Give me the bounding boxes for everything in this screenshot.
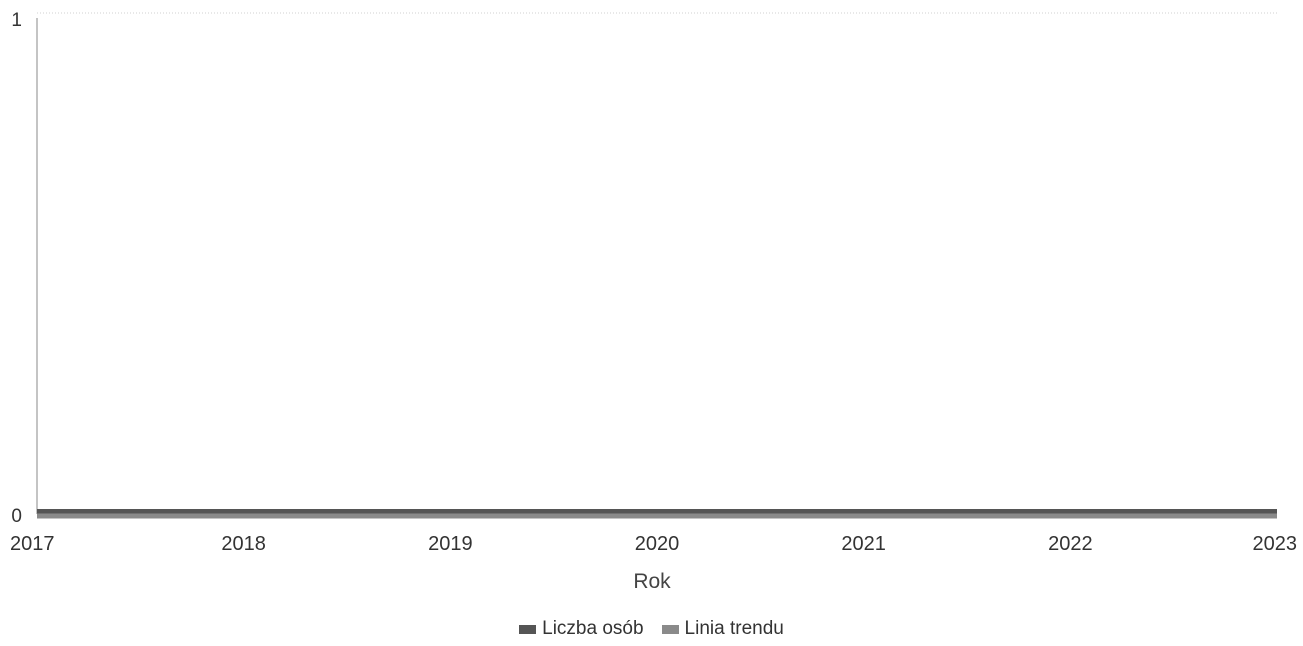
x-tick-label: 2017 [10,533,55,555]
axes [37,13,1277,514]
legend-label-linia-trendu: Linia trendu [685,618,784,640]
x-tick-label: 2023 [1253,533,1298,555]
x-tick-label: 2022 [1048,533,1093,555]
ticks: 0 1 2017 2018 2019 2020 2021 2022 2023 [10,10,1297,555]
x-tick-label: 2018 [221,533,266,555]
legend-item-liczba-osob[interactable]: Liczba osób [519,618,643,640]
x-tick-label: 2019 [428,533,473,555]
y-tick-label: 0 [11,506,22,527]
legend-swatch-liczba-osob [519,625,536,634]
x-tick-label: 2020 [635,533,680,555]
series-layer [37,512,1277,516]
x-axis-label: Rok [633,570,671,593]
x-tick-label: 2021 [841,533,886,555]
legend: Liczba osób Linia trendu [0,618,1303,640]
y-tick-label: 1 [11,10,22,31]
legend-item-linia-trendu[interactable]: Linia trendu [662,618,784,640]
legend-swatch-linia-trendu [662,625,679,634]
legend-label-liczba-osob: Liczba osób [542,618,643,640]
